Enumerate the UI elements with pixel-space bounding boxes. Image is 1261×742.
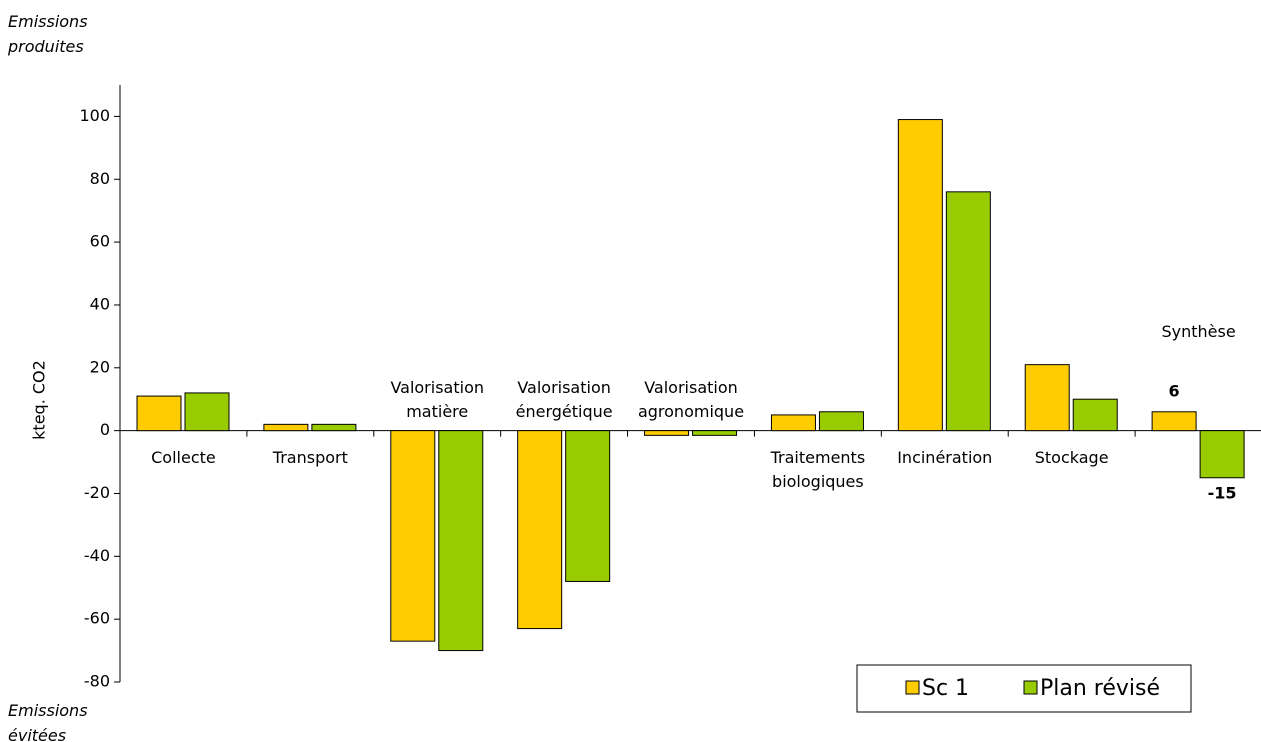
y-tick-label: 60 xyxy=(90,232,110,251)
bar xyxy=(517,430,563,630)
y-tick-label: 100 xyxy=(79,106,110,125)
y-tick-label: -60 xyxy=(84,609,110,628)
bar xyxy=(1072,398,1118,432)
x-tick-label: Collecte xyxy=(151,448,216,467)
y-tick-label: -20 xyxy=(84,483,110,502)
bar xyxy=(438,430,484,652)
bar xyxy=(945,191,991,432)
x-tick-label: Transport xyxy=(272,448,348,467)
bar xyxy=(311,423,357,432)
x-tick-label: Valorisation énergétique xyxy=(516,378,613,421)
y-tick-label: 0 xyxy=(100,420,110,439)
annotation: Emissions produites xyxy=(7,12,88,56)
y-axis-label: kteq. CO2 xyxy=(30,360,49,440)
x-tick-label: Incinération xyxy=(897,448,992,467)
y-tick-label: -80 xyxy=(84,672,110,691)
bar xyxy=(644,430,690,436)
legend-swatch xyxy=(905,680,920,695)
legend-label: Sc 1 xyxy=(922,676,969,701)
y-tick-label: 80 xyxy=(90,169,110,188)
bar xyxy=(818,411,864,432)
bar xyxy=(897,119,943,432)
bar xyxy=(1199,430,1245,479)
y-tick-label: 40 xyxy=(90,294,110,313)
bar xyxy=(565,430,611,582)
bar xyxy=(136,395,182,432)
data-label: -15 xyxy=(1208,483,1237,502)
bar xyxy=(263,423,309,432)
x-tick-label: Valorisation matière xyxy=(390,378,484,421)
y-tick-label: 20 xyxy=(90,357,110,376)
bar xyxy=(692,430,738,436)
x-tick-label: Stockage xyxy=(1035,448,1109,467)
bar xyxy=(390,430,436,642)
data-label: 6 xyxy=(1169,381,1180,400)
bar xyxy=(1151,411,1197,432)
legend-label: Plan révisé xyxy=(1040,676,1160,701)
bar xyxy=(1024,364,1070,432)
bar xyxy=(184,392,230,432)
legend: Sc 1 Plan révisé xyxy=(856,664,1192,713)
y-tick-label: -40 xyxy=(84,546,110,565)
annotation: Emissions évitées xyxy=(8,701,88,742)
legend-swatch xyxy=(1023,680,1038,695)
bar xyxy=(770,414,816,432)
x-tick-label: Synthèse xyxy=(1161,322,1235,341)
x-tick-label: Traitements biologiques xyxy=(770,448,866,491)
x-tick-label: Valorisation agronomique xyxy=(638,378,744,421)
